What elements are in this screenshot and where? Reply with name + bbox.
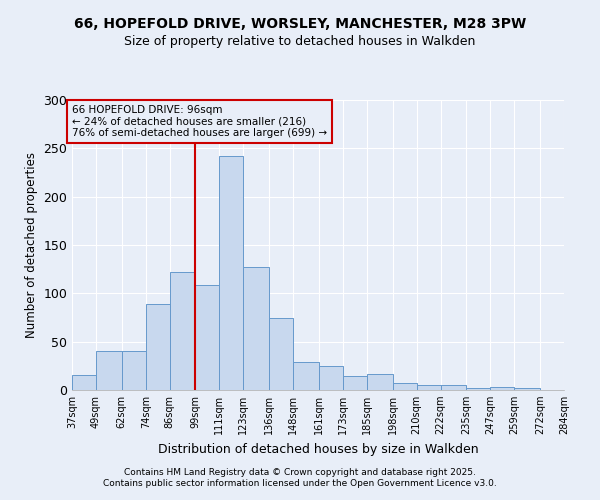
Bar xyxy=(514,388,540,390)
Bar xyxy=(367,374,392,390)
Bar xyxy=(392,383,416,390)
X-axis label: Distribution of detached houses by size in Walkden: Distribution of detached houses by size … xyxy=(158,442,478,456)
Bar xyxy=(269,318,293,390)
Bar xyxy=(466,388,490,390)
Bar xyxy=(343,376,367,390)
Text: Contains HM Land Registry data © Crown copyright and database right 2025.
Contai: Contains HM Land Registry data © Crown c… xyxy=(103,468,497,487)
Bar xyxy=(122,352,146,390)
Bar xyxy=(96,352,122,390)
Bar xyxy=(170,272,196,390)
Text: 66 HOPEFOLD DRIVE: 96sqm
← 24% of detached houses are smaller (216)
76% of semi-: 66 HOPEFOLD DRIVE: 96sqm ← 24% of detach… xyxy=(72,105,327,138)
Bar xyxy=(244,267,269,390)
Bar xyxy=(72,374,96,390)
Bar xyxy=(146,304,170,390)
Bar xyxy=(220,156,244,390)
Bar xyxy=(319,366,343,390)
Bar xyxy=(196,284,220,390)
Bar xyxy=(293,362,319,390)
Y-axis label: Number of detached properties: Number of detached properties xyxy=(25,152,38,338)
Text: 66, HOPEFOLD DRIVE, WORSLEY, MANCHESTER, M28 3PW: 66, HOPEFOLD DRIVE, WORSLEY, MANCHESTER,… xyxy=(74,18,526,32)
Bar xyxy=(416,385,440,390)
Bar xyxy=(490,387,514,390)
Text: Size of property relative to detached houses in Walkden: Size of property relative to detached ho… xyxy=(124,35,476,48)
Bar xyxy=(440,385,466,390)
